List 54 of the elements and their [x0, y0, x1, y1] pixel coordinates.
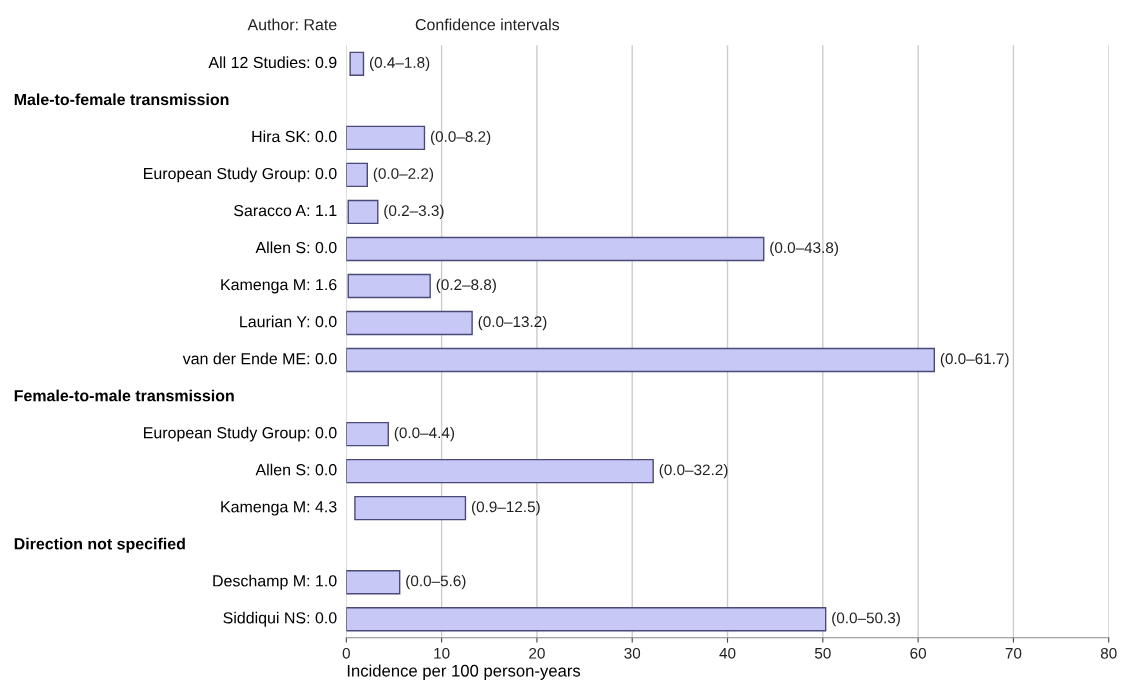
- y-tick-label: Kamenga M: 4.3: [221, 501, 337, 516]
- x-tick-label: 50: [814, 647, 831, 659]
- text: Confidence intervals: [415, 18, 560, 31]
- data-label: (0.0–2.2): [373, 167, 434, 183]
- y-tick-label: Allen S: 0.0: [255, 463, 337, 476]
- data-label: (0.0–13.2): [478, 315, 547, 331]
- x-tick-label: 20: [529, 647, 545, 659]
- data-label: (0.2–3.3): [384, 204, 444, 220]
- bar: [349, 51, 365, 76]
- data-label: (0.0–8.2): [430, 130, 491, 145]
- bar: [346, 421, 389, 447]
- x-axis-title: Incidence per 100 person-years: [347, 664, 581, 680]
- y-tick-label: Saracco A: 1.1: [234, 204, 337, 217]
- y-tick-label: Allen S: 0.0: [255, 241, 337, 254]
- data-label: (0.4–1.8): [369, 56, 430, 71]
- data-label: (0.0–32.2): [659, 464, 728, 479]
- data-label: (0.2–8.8): [436, 278, 496, 294]
- text: Direction not specified: [14, 537, 185, 553]
- x-tick-label: 60: [910, 647, 927, 659]
- data-label: (0.0–61.7): [940, 352, 1009, 368]
- y-tick-label: European Study Group: 0.0: [144, 426, 337, 442]
- bar: [346, 236, 765, 262]
- bar: [346, 458, 654, 484]
- y-tick-label: Laurian Y: 0.0: [240, 315, 337, 328]
- bar: [346, 125, 426, 151]
- x-tick-label: 10: [434, 647, 450, 659]
- y-tick-label: All 12 Studies: 0.9: [208, 56, 337, 69]
- y-tick-label: European Study Group: 0.0: [144, 167, 337, 183]
- bar: [347, 199, 379, 225]
- data-label: (0.0–4.4): [394, 426, 455, 442]
- bar: [346, 347, 936, 373]
- x-tick-label: 70: [1005, 647, 1022, 659]
- y-tick-label: Hira SK: 0.0: [252, 130, 337, 143]
- bar: [346, 310, 473, 336]
- text: Female-to-male transmission: [14, 389, 234, 402]
- y-tick-label: Siddiqui NS: 0.0: [223, 611, 337, 627]
- text: Author: Rate: [247, 18, 337, 31]
- bar: [346, 162, 368, 188]
- x-tick-label: 80: [1100, 647, 1117, 659]
- bar: [354, 495, 467, 521]
- data-label: (0.9–12.5): [471, 501, 540, 516]
- data-label: (0.0–5.6): [406, 575, 466, 590]
- bar: [346, 607, 827, 632]
- y-tick-label: Kamenga M: 1.6: [221, 278, 337, 294]
- y-tick-label: van der Ende ME: 0.0: [182, 352, 337, 365]
- x-tick-label: 0: [342, 647, 350, 659]
- x-tick-label: 30: [624, 647, 641, 659]
- bar: [346, 570, 401, 595]
- data-label: (0.0–50.3): [832, 612, 900, 627]
- bar: [347, 273, 431, 299]
- text: Male-to-female transmission: [14, 93, 229, 106]
- y-tick-label: Deschamp M: 1.0: [213, 574, 337, 590]
- x-tick-label: 40: [719, 647, 736, 659]
- data-label: (0.0–43.8): [770, 241, 838, 257]
